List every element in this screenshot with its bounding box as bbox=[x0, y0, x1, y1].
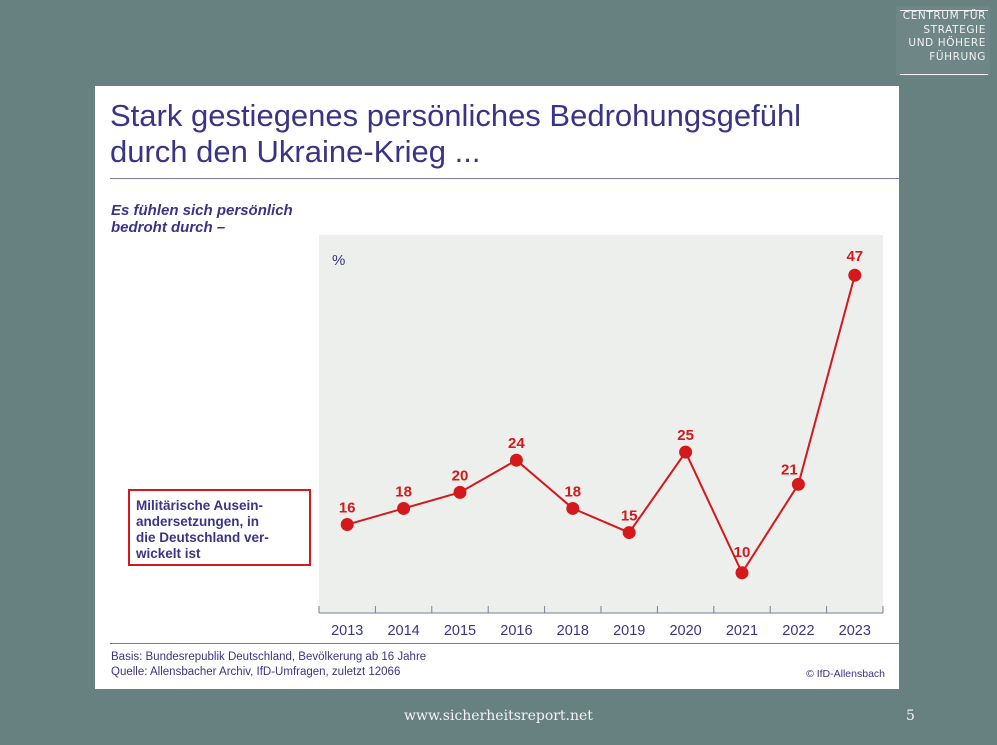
legend-line-1: Militärische Ausein- bbox=[136, 498, 264, 513]
logo-rule-bottom bbox=[900, 74, 988, 75]
data-point bbox=[453, 485, 467, 499]
data-label: 18 bbox=[564, 483, 581, 500]
data-point bbox=[848, 268, 862, 282]
data-label: 21 bbox=[781, 461, 798, 478]
data-label: 20 bbox=[452, 467, 469, 484]
x-tick-label: 2014 bbox=[387, 623, 419, 639]
data-point bbox=[679, 445, 693, 459]
data-point bbox=[735, 566, 749, 580]
line-chart: %2013 2014 2015 2016 2018 2019 2020 2021 2022 202… bbox=[318, 235, 884, 639]
copyright-note: © IfD-Allensbach bbox=[806, 668, 885, 680]
data-label: 24 bbox=[508, 435, 525, 452]
chart-subtitle-line-1: Es fühlen sich persönlich bbox=[111, 202, 293, 219]
slide-title-line-2: durch den Ukraine-Krieg ... bbox=[110, 134, 481, 169]
logo-line-4: FÜHRUNG bbox=[929, 50, 986, 63]
x-tick-label: 2022 bbox=[782, 623, 814, 639]
footer-divider bbox=[110, 643, 899, 644]
x-tick-label: 2020 bbox=[669, 623, 701, 639]
website-url[interactable]: www.sicherheitsreport.net bbox=[404, 708, 593, 724]
x-tick-label: 2013 bbox=[331, 623, 363, 639]
data-label: 15 bbox=[621, 508, 638, 525]
slide-title: Stark gestiegenes persönliches Bedrohung… bbox=[110, 98, 890, 170]
chart-subtitle: Es fühlen sich persönlich bedroht durch … bbox=[111, 202, 331, 236]
x-tick-label: 2016 bbox=[500, 623, 532, 639]
x-tick-label: 2021 bbox=[726, 623, 758, 639]
logo-line-3: UND HÖHERE bbox=[908, 37, 986, 49]
data-point bbox=[622, 526, 636, 540]
data-label: 10 bbox=[734, 544, 751, 561]
institution-logo: CENTRUM FÜR STRATEGIE UND HÖHERE FÜHRUNG bbox=[896, 6, 990, 76]
x-tick-label: 2019 bbox=[613, 623, 645, 639]
legend-line-2: andersetzungen, in bbox=[136, 514, 260, 529]
logo-rule-top bbox=[900, 10, 988, 11]
data-point bbox=[509, 453, 523, 467]
data-point bbox=[791, 477, 805, 491]
plot-area bbox=[319, 235, 883, 613]
data-label: 25 bbox=[677, 427, 694, 444]
basis-note: Basis: Bundesrepublik Deutschland, Bevöl… bbox=[111, 651, 427, 663]
y-axis-unit-label: % bbox=[332, 252, 345, 269]
chart-subtitle-line-2: bedroht durch – bbox=[111, 219, 226, 236]
series-line bbox=[346, 274, 856, 575]
data-label: 16 bbox=[339, 500, 356, 517]
title-divider bbox=[110, 178, 899, 179]
legend-line-4: wickelt ist bbox=[136, 546, 201, 561]
x-tick-label: 2018 bbox=[557, 623, 589, 639]
slide: Stark gestiegenes persönliches Bedrohung… bbox=[95, 86, 899, 689]
logo-line-1: CENTRUM FÜR bbox=[902, 10, 986, 22]
data-point bbox=[397, 501, 411, 515]
data-point bbox=[340, 518, 354, 532]
legend-line-3: die Deutschland ver- bbox=[136, 530, 269, 545]
series-legend: Militärische Ausein- andersetzungen, in … bbox=[128, 489, 311, 566]
slide-title-line-1: Stark gestiegenes persönliches Bedrohung… bbox=[110, 98, 802, 133]
x-tick-label: 2015 bbox=[444, 623, 476, 639]
data-label: 18 bbox=[395, 483, 412, 500]
data-point bbox=[566, 501, 580, 515]
logo-line-2: STRATEGIE bbox=[923, 23, 986, 36]
x-tick-label: 2023 bbox=[839, 623, 871, 639]
page-number: 5 bbox=[906, 708, 915, 724]
source-note: Quelle: Allensbacher Archiv, IfD-Umfrage… bbox=[111, 666, 401, 678]
data-label: 47 bbox=[846, 248, 863, 265]
